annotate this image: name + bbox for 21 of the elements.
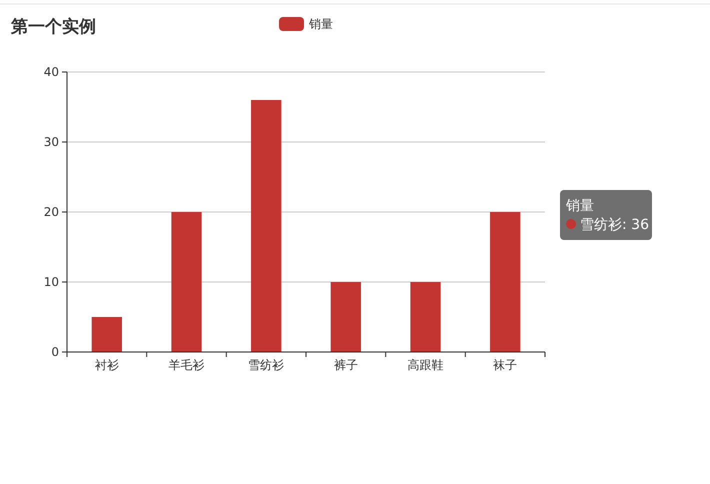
bar <box>251 100 282 352</box>
text: 雪纺衫: 36 <box>580 217 650 233</box>
y-tick-label: 10 <box>44 275 59 290</box>
bar <box>92 317 122 352</box>
x-tick-label: 雪纺衫 <box>248 358 284 372</box>
x-tick-label: 袜子 <box>493 358 518 372</box>
y-tick-label: 0 <box>51 345 59 360</box>
text: 销量 <box>565 198 594 214</box>
y-tick-label: 40 <box>44 65 59 80</box>
y-tick-label: 20 <box>44 205 59 220</box>
x-tick-label: 裤子 <box>334 358 358 372</box>
x-tick-label: 羊毛衫 <box>168 358 204 372</box>
y-tick-label: 30 <box>44 135 59 150</box>
bar <box>410 282 441 352</box>
chart-title: 第一个实例 <box>10 17 96 37</box>
legend-label: 销量 <box>308 17 333 32</box>
bar <box>330 282 361 352</box>
bar <box>490 212 520 352</box>
bar <box>171 212 202 352</box>
x-tick-label: 衬衫 <box>94 358 119 372</box>
x-tick-label: 高跟鞋 <box>408 358 444 372</box>
